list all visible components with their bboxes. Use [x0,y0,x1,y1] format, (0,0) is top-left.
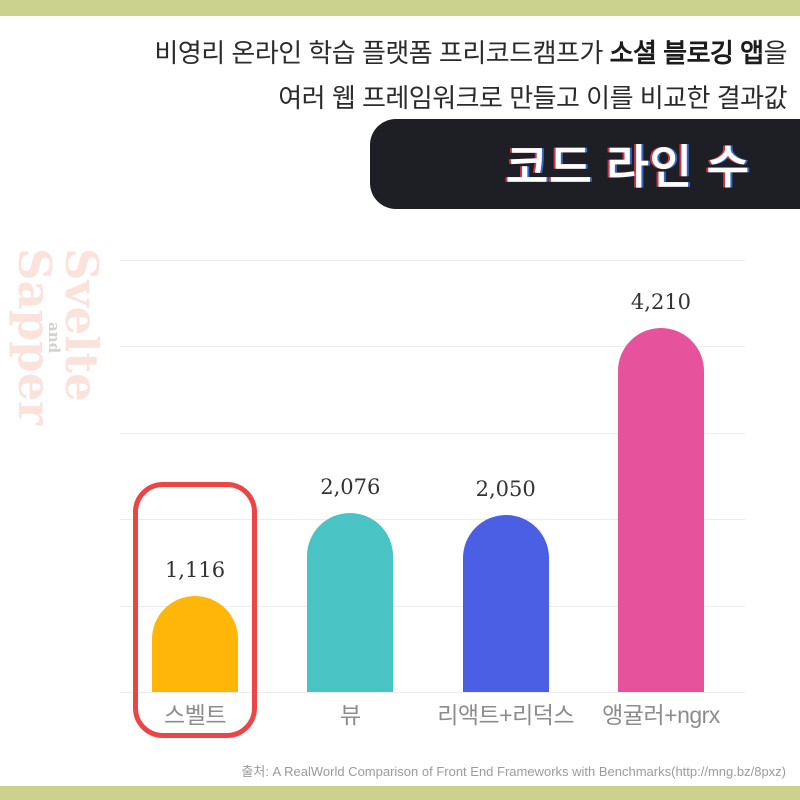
intro-line-2: 여러 웹 프레임워크로 만들고 이를 비교한 결과값 [154,76,787,121]
value-label: 2,050 [475,476,536,501]
category-label: 앵귤러+ngrx [602,702,720,728]
intro-line1-bold: 소셜 블로깅 앱 [609,38,764,68]
intro-line1-post: 을 [763,38,788,68]
bar [307,512,394,692]
bar [152,595,238,692]
gridline [120,519,745,521]
source-citation: 출처: A RealWorld Comparison of Front End … [241,764,786,779]
gridline [120,692,745,693]
category-label: 리액트+리덕스 [437,702,575,728]
value-label: 2,076 [320,474,381,499]
category-label: 뷰 [339,702,361,728]
bottom-accent-bar [0,786,800,800]
gridline [120,346,745,348]
top-accent-bar [0,0,800,16]
highlight-outline [133,482,257,738]
gridline [120,605,745,607]
intro-line1-pre: 비영리 온라인 학습 플랫폼 프리코드캠프가 [154,38,610,68]
bar [462,514,549,692]
gridline [120,260,745,261]
intro-text: 비영리 온라인 학습 플랫폼 프리코드캠프가 소셜 블로깅 앱을 여러 웹 프레… [154,31,787,121]
page-title: 코드 라인 수 [505,141,751,193]
intro-line-1: 비영리 온라인 학습 플랫폼 프리코드캠프가 소셜 블로깅 앱을 [154,31,787,76]
title-banner: 코드 라인 수 [370,119,800,209]
value-label: 4,210 [630,290,692,315]
bar [617,328,704,692]
value-label: 1,116 [164,557,226,582]
category-label: 스벨트 [164,702,226,728]
intro-line2-text: 여러 웹 프레임워크로 만들고 이를 비교한 결과값 [278,83,787,113]
gridline [120,432,745,434]
